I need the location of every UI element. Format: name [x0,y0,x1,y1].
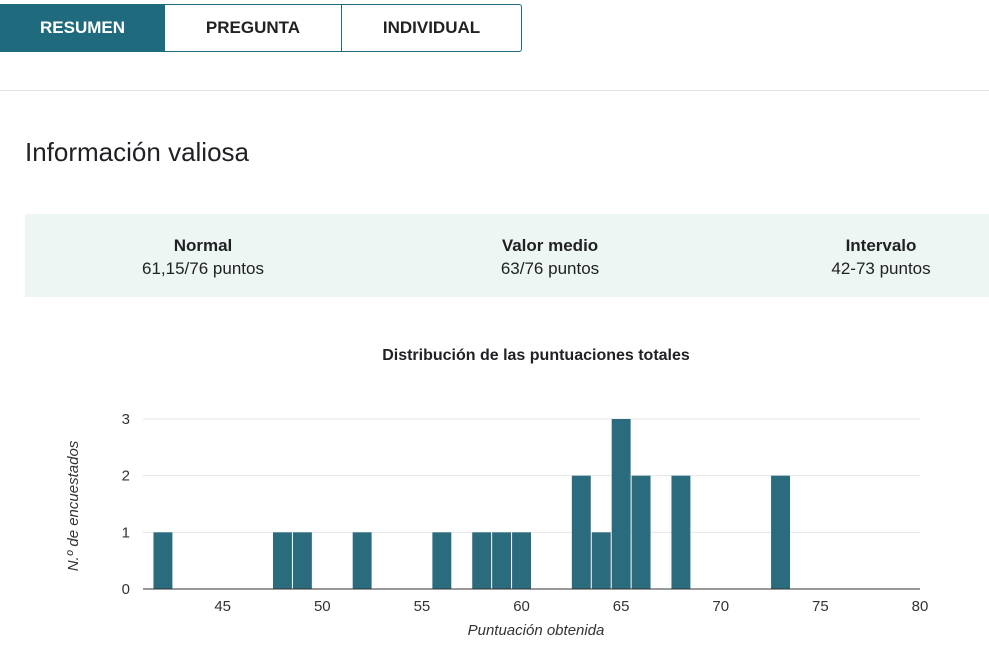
x-axis-title: Puntuación obtenida [468,622,605,639]
y-tick-label: 3 [122,411,130,428]
tab-bar: RESUMEN PREGUNTA INDIVIDUAL [0,4,522,52]
histogram-bar [273,532,292,589]
tab-individual[interactable]: INDIVIDUAL [342,4,522,52]
stat-normal: Normal 61,15/76 puntos [103,234,303,280]
histogram-bar [352,532,372,589]
histogram-bar [432,532,452,589]
histogram-bar [153,532,173,589]
stat-mean: Valor medio 63/76 puntos [450,234,650,280]
stat-range-value: 42-73 puntos [831,259,931,278]
section-title: Información valiosa [25,137,249,167]
chart-bars [153,419,790,589]
y-tick-label: 1 [122,524,130,541]
stats-panel: Normal 61,15/76 puntos Valor medio 63/76… [25,214,989,297]
y-tick-label: 2 [122,468,130,485]
tab-pregunta[interactable]: PREGUNTA [165,4,342,52]
histogram-bar [771,475,790,589]
x-tick-label: 70 [712,598,729,615]
histogram-bar [611,419,631,589]
histogram-bar [512,532,531,589]
stat-range-label: Intervalo [845,236,917,255]
chart-grid [143,418,920,533]
x-tick-label: 55 [414,598,431,615]
divider [0,90,989,91]
histogram-bar [571,475,591,589]
x-tick-label: 75 [812,598,829,615]
y-axis-ticks: 0 1 2 3 [122,411,130,598]
x-axis-ticks: 45 50 55 60 65 70 75 80 [214,598,928,615]
x-tick-label: 45 [214,598,231,615]
y-tick-label: 0 [122,581,130,598]
y-axis-title: N.º de encuestados [65,440,82,571]
histogram-bar [472,532,492,589]
histogram-bar [292,532,312,589]
histogram-bar [591,532,611,589]
histogram-bar [492,532,512,589]
stat-normal-value: 61,15/76 puntos [142,259,264,278]
x-tick-label: 65 [613,598,630,615]
stat-normal-label: Normal [173,236,233,255]
tab-resumen[interactable]: RESUMEN [0,4,165,52]
x-tick-label: 80 [912,598,929,615]
x-tick-label: 60 [513,598,530,615]
stat-mean-value: 63/76 puntos [500,259,600,278]
histogram-bar [631,475,651,589]
stat-range: Intervalo 42-73 puntos [781,234,981,280]
stat-mean-label: Valor medio [501,236,599,255]
score-distribution-chart: Distribución de las puntuaciones totales… [65,347,928,639]
x-tick-label: 50 [314,598,331,615]
histogram-bar [671,475,691,589]
chart-title: Distribución de las puntuaciones totales [382,347,690,364]
